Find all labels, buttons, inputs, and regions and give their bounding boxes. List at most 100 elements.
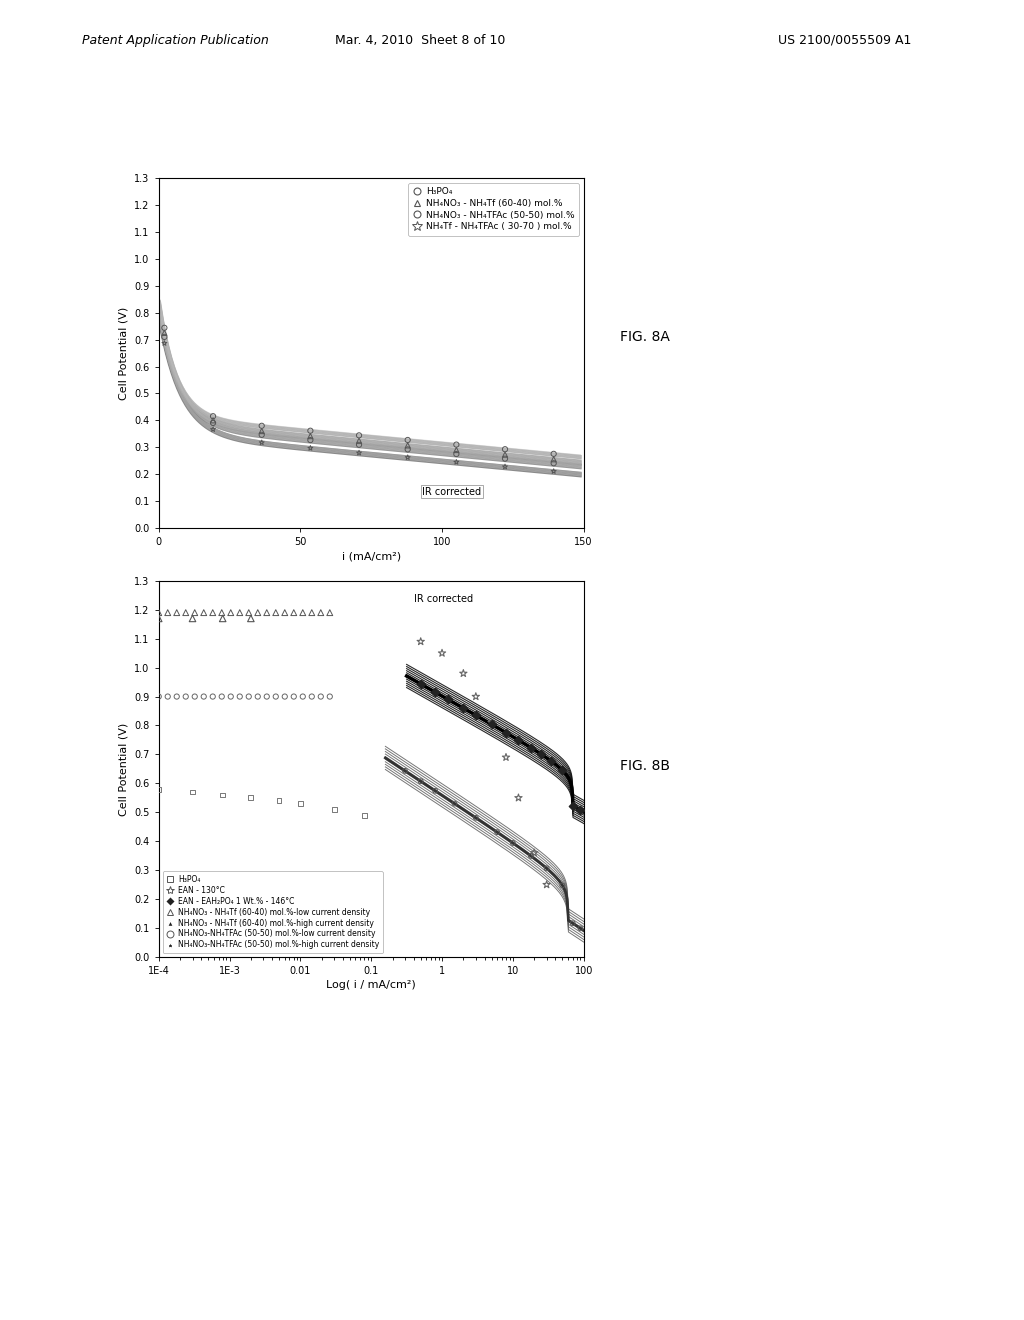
Point: [449, 451, 465, 473]
X-axis label: Log( i / mA/cm²): Log( i / mA/cm²): [327, 981, 416, 990]
Point: [205, 686, 221, 708]
Point: [157, 317, 173, 338]
Text: IR corrected: IR corrected: [422, 487, 481, 496]
Point: [254, 416, 270, 437]
Point: [543, 751, 559, 772]
Point: [151, 686, 167, 708]
Point: [526, 842, 543, 863]
Point: [157, 333, 173, 354]
Point: [160, 686, 176, 708]
Point: [546, 449, 562, 470]
Point: [292, 793, 308, 814]
Point: [539, 874, 555, 895]
Text: FIG. 8A: FIG. 8A: [620, 330, 670, 343]
Point: [326, 799, 342, 820]
Point: [267, 602, 284, 623]
Point: [254, 421, 270, 442]
Point: [151, 602, 167, 623]
Point: [259, 602, 275, 623]
Y-axis label: Cell Potential (V): Cell Potential (V): [119, 306, 129, 400]
Point: [351, 442, 368, 463]
Point: [449, 444, 465, 465]
Point: [302, 420, 318, 441]
Point: [214, 784, 230, 805]
Point: [449, 440, 465, 461]
Point: [302, 437, 318, 458]
Point: [254, 432, 270, 453]
Point: [196, 686, 212, 708]
Point: [214, 607, 230, 630]
Point: [267, 686, 284, 708]
Point: [214, 686, 230, 708]
Point: [356, 805, 373, 826]
Point: [399, 438, 416, 459]
Point: [468, 705, 484, 726]
Legend: H₃PO₄, EAN - 130°C, EAN - EAH₂PO₄ 1 Wt.% - 146°C, NH₄NO₃ - NH₄Tf (60-40) mol.%-l: H₃PO₄, EAN - 130°C, EAN - EAH₂PO₄ 1 Wt.%…: [163, 871, 383, 953]
Point: [497, 444, 513, 465]
Point: [399, 434, 416, 455]
Point: [205, 418, 221, 440]
Point: [522, 737, 539, 758]
Point: [169, 686, 185, 708]
Point: [439, 689, 456, 710]
Point: [241, 602, 257, 623]
Point: [413, 631, 429, 652]
Point: [276, 602, 293, 623]
Point: [546, 453, 562, 474]
Text: FIG. 8B: FIG. 8B: [620, 759, 670, 772]
Point: [222, 602, 239, 623]
Point: [351, 425, 368, 446]
Point: [295, 602, 311, 623]
Point: [205, 602, 221, 623]
Point: [572, 800, 589, 821]
Point: [522, 845, 539, 866]
Point: [177, 602, 194, 623]
Text: IR corrected: IR corrected: [414, 594, 473, 605]
Point: [497, 447, 513, 469]
Point: [222, 686, 239, 708]
Point: [259, 686, 275, 708]
Point: [564, 912, 581, 933]
Text: Mar. 4, 2010  Sheet 8 of 10: Mar. 4, 2010 Sheet 8 of 10: [335, 33, 505, 46]
Point: [427, 681, 443, 702]
Point: [483, 711, 500, 733]
Point: [184, 607, 201, 630]
Point: [302, 429, 318, 450]
Point: [169, 602, 185, 623]
Point: [497, 457, 513, 478]
Point: [151, 779, 167, 800]
Point: [488, 821, 505, 842]
Point: [276, 686, 293, 708]
Point: [449, 434, 465, 455]
Point: [250, 602, 266, 623]
Point: [554, 760, 570, 781]
Point: [399, 429, 416, 450]
Point: [250, 686, 266, 708]
Point: [157, 326, 173, 347]
Point: [322, 602, 338, 623]
Point: [554, 875, 570, 896]
Point: [243, 607, 259, 630]
Point: [303, 686, 319, 708]
Point: [205, 412, 221, 433]
Point: [196, 602, 212, 623]
Text: Patent Application Publication: Patent Application Publication: [82, 33, 268, 46]
Point: [205, 409, 221, 430]
Y-axis label: Cell Potential (V): Cell Potential (V): [119, 722, 129, 816]
Point: [498, 747, 514, 768]
Point: [186, 602, 203, 623]
Point: [151, 607, 167, 630]
Point: [351, 434, 368, 455]
Point: [312, 602, 329, 623]
Point: [312, 686, 329, 708]
Point: [157, 322, 173, 343]
Point: [241, 686, 257, 708]
Point: [546, 444, 562, 465]
Point: [546, 461, 562, 482]
Point: [397, 760, 414, 781]
Point: [184, 781, 201, 803]
Point: [286, 602, 302, 623]
Point: [468, 808, 484, 829]
Point: [399, 447, 416, 469]
Point: [564, 795, 581, 816]
